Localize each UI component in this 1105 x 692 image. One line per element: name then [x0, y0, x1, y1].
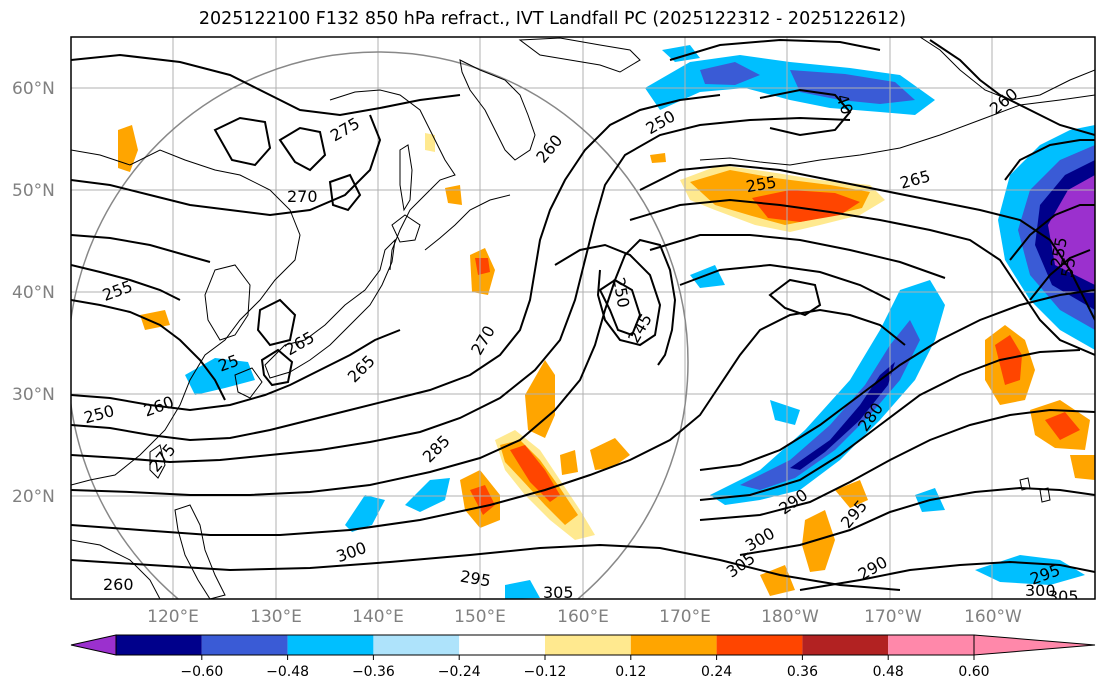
range-circle [71, 51, 689, 599]
latitude-labels: 60°N 50°N 40°N 30°N 20°N [12, 79, 55, 507]
colorbar-ticks [201, 655, 975, 660]
lon-label: 120°E [147, 607, 199, 627]
colorbar-tick-label: −0.36 [352, 664, 395, 680]
lon-label: 180°W [761, 607, 819, 627]
colorbar-tick-label: 0.24 [701, 664, 732, 680]
contour-label: 260 [103, 575, 134, 594]
lon-label: 140°E [352, 607, 404, 627]
lon-label: 160°E [557, 607, 609, 627]
colorbar-segment [287, 635, 374, 655]
map-content: 275 270 260 250 255 265 255 40 255 25 26… [71, 37, 1095, 606]
colorbar-tick-label: 0.36 [787, 664, 818, 680]
colorbar-segment [716, 635, 803, 655]
colorbar-tick-labels: −0.60 −0.48 −0.36 −0.24 −0.12 0.12 0.24 … [180, 664, 989, 680]
colorbar-segment [545, 635, 631, 655]
colorbar-segment [630, 635, 717, 655]
contour-lines [71, 38, 1095, 591]
colorbar-tick-label: 0.60 [958, 664, 989, 680]
colorbar-segment [373, 635, 460, 655]
colorbar-segment [459, 635, 545, 655]
colorbar-tick-label: 0.48 [873, 664, 904, 680]
colorbar: −0.60 −0.48 −0.36 −0.24 −0.12 0.12 0.24 … [70, 634, 1096, 680]
contour-label: 55 [1057, 256, 1079, 279]
colorbar-tick-label: −0.12 [524, 664, 567, 680]
coastlines [71, 37, 1095, 599]
lon-label: 150°E [454, 607, 506, 627]
lon-label: 160°W [964, 607, 1022, 627]
lat-label: 30°N [12, 385, 55, 405]
colorbar-tick-label: 0.12 [615, 664, 646, 680]
colorbar-segment [888, 635, 974, 655]
colorbar-segment [201, 635, 288, 655]
lon-label: 170°W [864, 607, 922, 627]
shaded-regions [118, 45, 1095, 599]
colorbar-min-arrow [70, 634, 117, 656]
contour-label: 270 [287, 187, 318, 206]
lat-label: 50°N [12, 181, 55, 201]
lon-label: 170°E [659, 607, 711, 627]
map-frame [70, 36, 1096, 600]
contour-label: 305 [1048, 587, 1079, 606]
colorbar-max-arrow [973, 634, 1096, 656]
map-title: 2025122100 F132 850 hPa refract., IVT La… [198, 9, 907, 29]
longitude-labels: 120°E 130°E 140°E 150°E 160°E 170°E 180°… [147, 607, 1022, 627]
contour-label: 300 [1025, 581, 1056, 600]
colorbar-tick-label: −0.24 [438, 664, 481, 680]
colorbar-tick-label: −0.60 [180, 664, 223, 680]
lat-label: 40°N [12, 283, 55, 303]
contour-label: 305 [543, 583, 574, 602]
lat-label: 20°N [12, 487, 55, 507]
colorbar-segment [802, 635, 889, 655]
lon-label: 130°E [250, 607, 302, 627]
colorbar-tick-label: −0.48 [266, 664, 309, 680]
colorbar-segment [116, 635, 202, 655]
lat-label: 60°N [12, 79, 55, 99]
